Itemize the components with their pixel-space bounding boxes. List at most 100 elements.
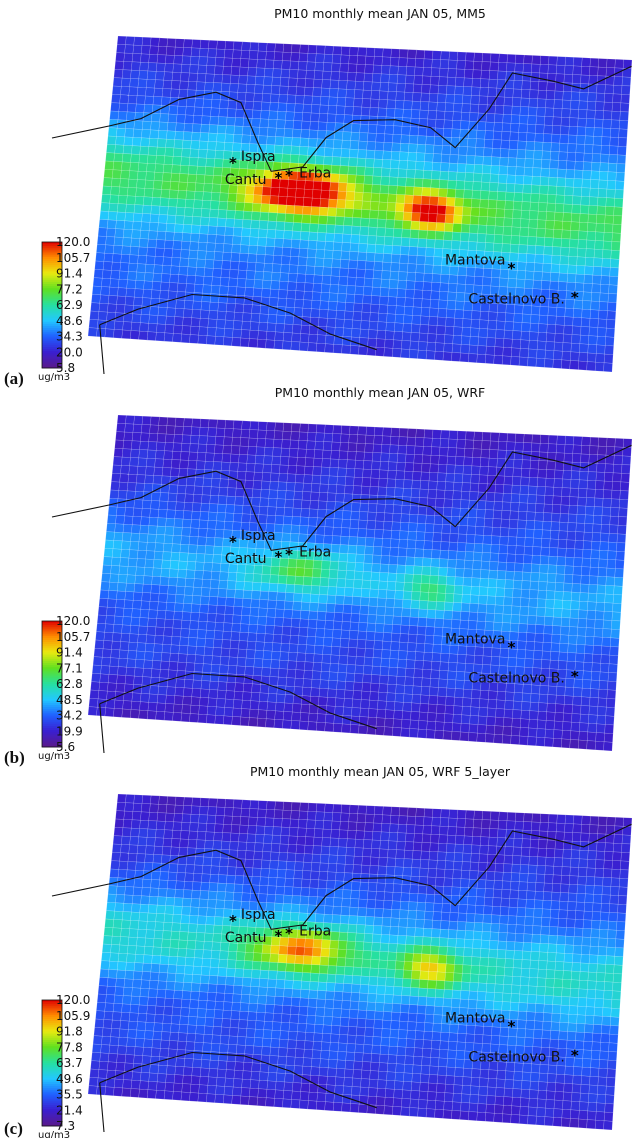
heatmap-cell [548,55,558,66]
heatmap-cell [502,234,512,245]
heatmap-cell [556,307,566,317]
heatmap-cell [353,681,363,692]
heatmap-cell [444,325,455,336]
heatmap-cell [451,610,462,621]
heatmap-cell [403,91,414,102]
heatmap-cell [214,436,225,446]
heatmap-cell [270,187,280,197]
heatmap-cell [521,192,532,203]
heatmap-cell [185,283,196,293]
heatmap-cell [122,440,133,450]
heatmap-cell [344,310,354,321]
heatmap-cell [602,619,613,630]
heatmap-cell [320,671,330,681]
heatmap-cell [465,534,476,544]
heatmap-cell [436,325,446,335]
heatmap-cell [423,429,434,439]
heatmap-cell [157,685,168,696]
heatmap-cell [198,233,209,243]
heatmap-cell [154,458,164,468]
colorbar-swatch [42,627,62,630]
heatmap-cell [180,333,191,344]
heatmap-cell [514,820,524,831]
heatmap-cell [104,160,115,171]
heatmap-cell [286,94,297,104]
heatmap-cell [157,46,168,56]
heatmap-cell [276,498,286,508]
heatmap-cell [563,316,574,327]
heatmap-cell [482,543,492,554]
heatmap-cell [197,620,208,631]
heatmap-cell [567,643,577,654]
heatmap-cell [243,202,254,212]
heatmap-cell [568,626,579,636]
heatmap-cell [612,84,623,95]
heatmap-cell [496,458,506,468]
heatmap-cell [263,262,274,273]
heatmap-cell [140,221,151,231]
heatmap-cell [487,466,498,476]
heatmap-cell [594,240,604,250]
heatmap-cell [419,591,430,602]
heatmap-cell [434,351,444,361]
heatmap-cell [223,521,234,531]
heatmap-cell [236,657,247,667]
heatmap-cell [582,670,592,681]
heatmap-cell [481,52,492,63]
heatmap-cell [254,270,264,281]
heatmap-cell [445,205,455,216]
heatmap-cell [437,575,448,586]
heatmap-cell [430,446,441,456]
heatmap-cell [555,443,566,454]
heatmap-cell [282,809,292,820]
heatmap-cell [259,684,270,694]
heatmap-cell [596,205,607,216]
heatmap-cell [372,269,383,280]
heatmap-cell [206,621,216,631]
heatmap-cell [122,61,133,71]
heatmap-cell [111,94,121,104]
heatmap-cell [132,44,143,55]
colorbar-swatch [42,260,62,264]
heatmap-cell [521,838,531,848]
colorbar-tick-label: 34.3 [56,330,83,344]
heatmap-cell [319,679,330,690]
heatmap-cell [137,162,148,172]
heatmap-cell [155,618,166,628]
heatmap-cell [279,77,290,87]
heatmap-cell [204,461,214,471]
heatmap-cell [587,592,598,603]
heatmap-cell [343,319,353,329]
heatmap-cell [221,260,232,270]
heatmap-cell [436,584,447,594]
heatmap-cell [399,530,409,540]
heatmap-cell [384,330,395,341]
heatmap-cell [353,468,364,478]
heatmap-cell [587,213,598,224]
heatmap-cell [620,94,630,104]
heatmap-cell [590,300,600,311]
colorbar-swatch [42,646,62,649]
heatmap-cell [309,695,320,706]
heatmap-cell [187,637,198,647]
heatmap-cell [182,131,193,141]
heatmap-cell [167,492,178,503]
heatmap-cell [372,452,382,462]
heatmap-cell [480,836,490,846]
heatmap-cell [351,707,361,717]
heatmap-cell [526,632,536,643]
panel-b-title: PM10 monthly mean JAN 05, WRF [275,385,485,400]
heatmap-cell [570,849,581,860]
heatmap-cell [189,822,199,832]
heatmap-cell [432,643,442,654]
heatmap-cell [353,570,364,581]
heatmap-cell [351,698,362,709]
heatmap-cell [285,677,296,687]
heatmap-cell [128,254,139,264]
heatmap-cell [591,153,602,163]
site-marker: * [507,260,515,278]
colorbar-swatch [42,292,62,295]
heatmap-cell [406,271,417,282]
heatmap-cell [447,291,457,302]
heatmap-cell [504,691,515,702]
